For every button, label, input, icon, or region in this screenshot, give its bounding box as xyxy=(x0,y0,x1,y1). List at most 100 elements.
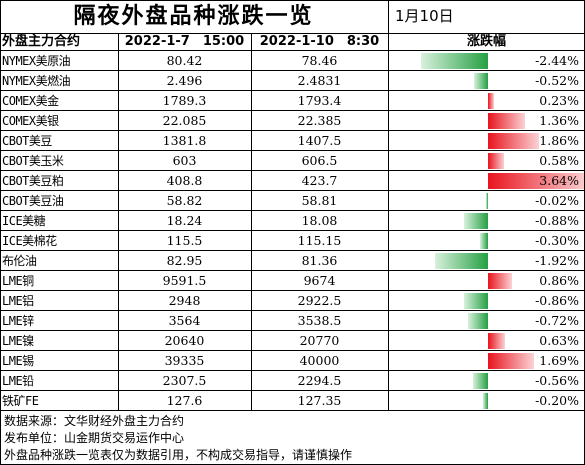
table-row: LME锌 3564 3538.5 -0.72% xyxy=(0,311,585,331)
price-jan7: 58.82 xyxy=(166,193,203,208)
change-percent: -2.44% xyxy=(535,53,579,68)
price-jan7: 20640 xyxy=(164,333,205,348)
change-percent: -0.52% xyxy=(535,73,579,88)
price-jan10: 22.385 xyxy=(297,113,342,128)
row-rule xyxy=(0,150,585,151)
row-rule xyxy=(0,210,585,211)
price-jan7: 22.085 xyxy=(162,113,207,128)
contract-name: 布伦油 xyxy=(2,254,37,268)
row-rule xyxy=(0,270,585,271)
price-jan10: 78.46 xyxy=(301,53,338,68)
change-bar-negative xyxy=(420,53,488,69)
price-jan10: 606.5 xyxy=(301,153,338,168)
data-rows: NYMEX美原油 80.42 78.46 -2.44% NYMEX美燃油 2.496 2.4… xyxy=(0,51,585,411)
contract-name: CBOT美豆粕 xyxy=(2,174,64,188)
header-rule xyxy=(0,33,585,34)
table-row: LME镍 20640 20770 0.63% xyxy=(0,331,585,351)
footer-publisher: 发布单位：山金期货交易运作中心 xyxy=(4,431,185,445)
contract-name: ICE美糖 xyxy=(2,214,46,228)
change-bar-positive xyxy=(488,113,526,129)
change-bar-negative xyxy=(479,233,488,249)
row-rule xyxy=(0,250,585,251)
row-rule xyxy=(0,290,585,291)
change-percent: 0.63% xyxy=(539,333,579,348)
price-jan7: 82.95 xyxy=(166,253,203,268)
change-bar-negative xyxy=(482,393,488,409)
price-jan10: 58.81 xyxy=(301,193,338,208)
row-rule xyxy=(0,230,585,231)
table-row: COMEX美金 1789.3 1793.4 0.23% xyxy=(0,91,585,111)
change-percent: 1.36% xyxy=(539,113,579,128)
contract-name: LME锌 xyxy=(2,314,34,328)
contract-name: CBOT美玉米 xyxy=(2,154,64,168)
table-row: CBOT美玉米 603 606.5 0.58% xyxy=(0,151,585,171)
table-row: 布伦油 82.95 81.36 -1.92% xyxy=(0,251,585,271)
change-percent: -1.92% xyxy=(535,253,579,268)
row-rule xyxy=(0,370,585,371)
change-bar-positive xyxy=(488,153,504,169)
row-rule xyxy=(0,310,585,311)
change-bar-negative xyxy=(473,73,488,89)
change-percent: -0.30% xyxy=(535,233,579,248)
price-jan10: 1407.5 xyxy=(297,133,342,148)
change-bar-negative xyxy=(435,253,488,269)
row-rule xyxy=(0,190,585,191)
header-change: 涨跌幅 xyxy=(466,34,506,49)
table-row: CBOT美豆油 58.82 58.81 -0.02% xyxy=(0,191,585,211)
price-jan10: 9674 xyxy=(303,273,336,288)
border-left xyxy=(0,0,1,465)
table-row: COMEX美银 22.085 22.385 1.36% xyxy=(0,111,585,131)
price-jan10: 81.36 xyxy=(301,253,338,268)
change-percent: -0.86% xyxy=(535,293,579,308)
change-percent: -0.02% xyxy=(535,193,579,208)
price-jan7: 9591.5 xyxy=(162,273,207,288)
contract-name: 铁矿FE xyxy=(2,394,39,408)
contract-name: NYMEX美燃油 xyxy=(2,74,71,88)
table-row: LME铅 2307.5 2294.5 -0.56% xyxy=(0,371,585,391)
row-rule xyxy=(0,170,585,171)
table-row: CBOT美豆 1381.8 1407.5 1.86% xyxy=(0,131,585,151)
row-rule xyxy=(0,110,585,111)
row-rule xyxy=(0,330,585,331)
footer: 数据来源：文华财经外盘主力合约 发布单位：山金期货交易运作中心 外盘品种涨跌一览… xyxy=(0,413,585,464)
header-row: 外盘主力合约 2022-1-7 15:00 2022-1-10 8:30 涨跌幅 xyxy=(0,33,585,51)
table-row: ICE美棉花 115.5 115.15 -0.30% xyxy=(0,231,585,251)
contract-name: COMEX美银 xyxy=(2,114,59,128)
change-bar-negative xyxy=(464,293,488,309)
change-percent: 0.23% xyxy=(539,93,579,108)
contract-name: LME锡 xyxy=(2,354,34,368)
contract-name: LME镍 xyxy=(2,334,34,348)
change-bar-positive xyxy=(488,93,495,109)
price-jan10: 2922.5 xyxy=(297,293,342,308)
change-bar-positive xyxy=(488,173,585,189)
price-jan7: 1381.8 xyxy=(162,133,207,148)
row-rule xyxy=(0,390,585,391)
table-row: NYMEX美燃油 2.496 2.4831 -0.52% xyxy=(0,71,585,91)
price-jan10: 423.7 xyxy=(301,173,338,188)
change-percent: -0.88% xyxy=(535,213,579,228)
price-jan10: 20770 xyxy=(299,333,340,348)
contract-name: LME铝 xyxy=(2,294,34,308)
price-jan7: 408.8 xyxy=(166,173,203,188)
title-row: 隔夜外盘品种涨跌一览 1月10日 xyxy=(0,0,585,33)
change-percent: -0.56% xyxy=(535,373,579,388)
sheet-title: 隔夜外盘品种涨跌一览 xyxy=(73,3,314,29)
price-jan7: 18.24 xyxy=(166,213,203,228)
contract-name: COMEX美金 xyxy=(2,94,59,108)
col-rule xyxy=(388,33,389,410)
change-bar-positive xyxy=(488,133,540,149)
change-percent: 0.58% xyxy=(539,153,579,168)
price-jan10: 3538.5 xyxy=(297,313,342,328)
change-bar-negative xyxy=(463,213,488,229)
price-jan10: 2.4831 xyxy=(297,73,342,88)
row-rule xyxy=(0,90,585,91)
row-rule xyxy=(0,70,585,71)
price-jan10: 40000 xyxy=(299,353,340,368)
contract-name: CBOT美豆油 xyxy=(2,194,64,208)
change-bar-positive xyxy=(488,333,506,349)
row-rule xyxy=(0,410,585,411)
price-jan7: 603 xyxy=(172,153,197,168)
row-rule xyxy=(0,50,585,51)
row-rule xyxy=(0,350,585,351)
